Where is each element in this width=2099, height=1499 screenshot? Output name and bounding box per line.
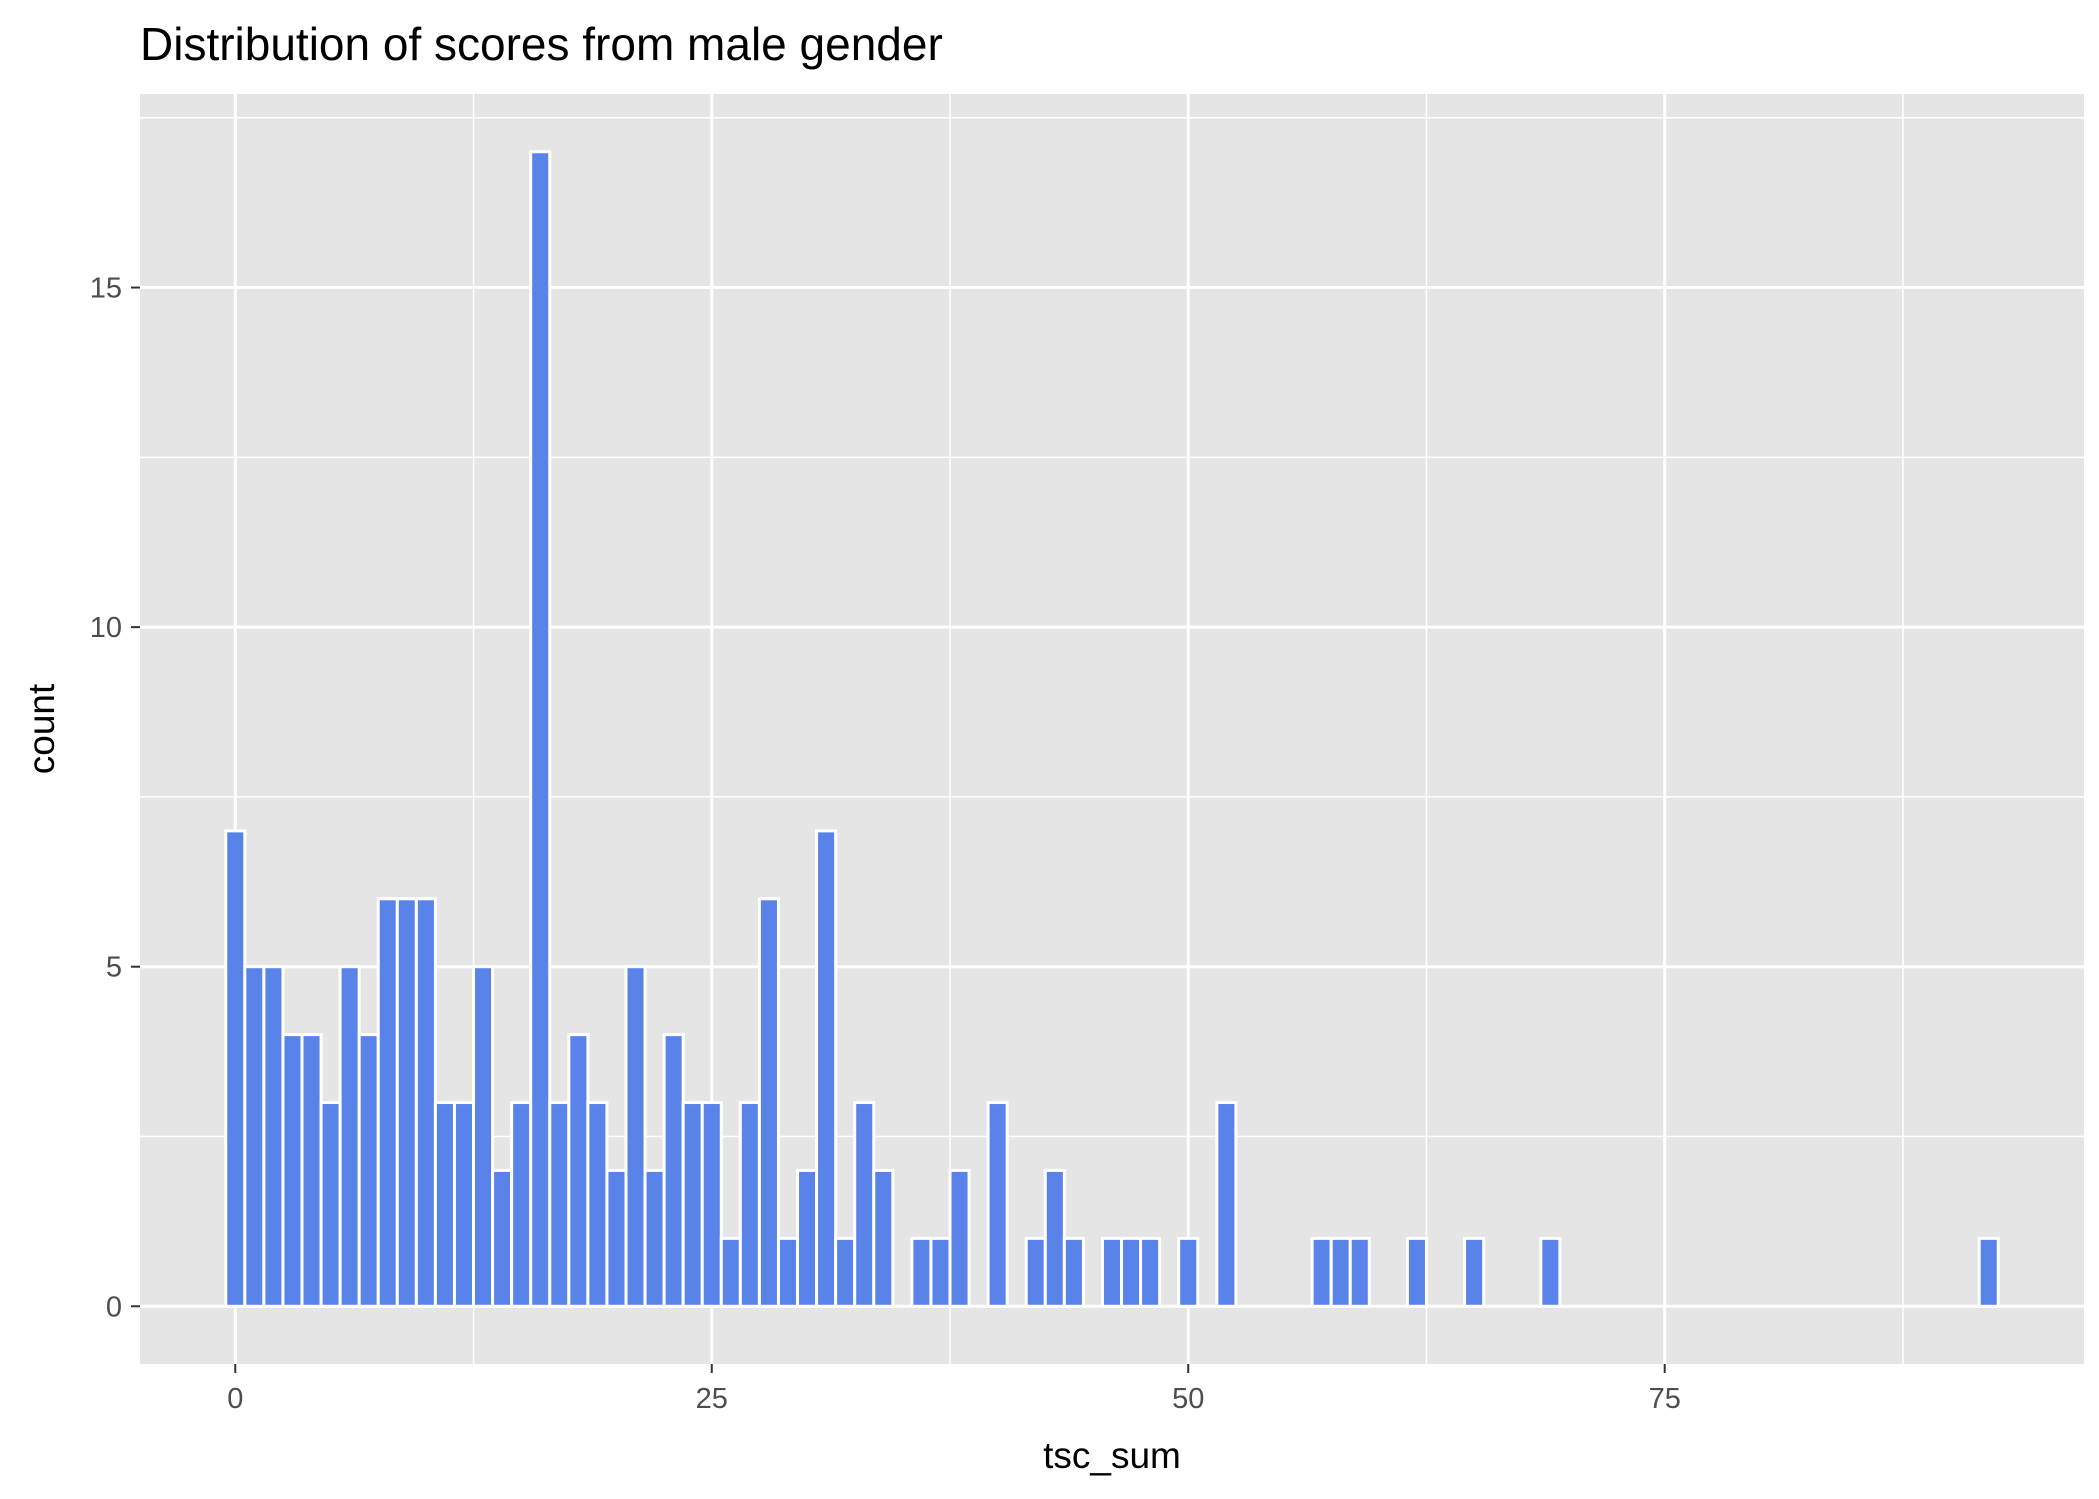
histogram-bar xyxy=(1215,1101,1238,1308)
histogram-bar xyxy=(986,1101,1009,1308)
histogram-bar xyxy=(1177,1236,1200,1308)
histogram-bar xyxy=(338,965,361,1308)
histogram-bar xyxy=(414,897,437,1308)
histogram-bar xyxy=(472,965,495,1308)
histogram-bar xyxy=(1348,1236,1371,1308)
histogram-bar xyxy=(452,1101,476,1308)
histogram-bar xyxy=(643,1168,666,1308)
histogram-bar xyxy=(834,1236,857,1308)
histogram-bar xyxy=(586,1101,609,1308)
histogram-bar xyxy=(1100,1236,1124,1308)
histogram-bar xyxy=(319,1101,342,1308)
y-tick-label: 5 xyxy=(106,952,122,984)
histogram-bar xyxy=(929,1236,952,1308)
histogram-bar xyxy=(948,1168,971,1308)
histogram-bar xyxy=(624,965,647,1308)
y-tick-label: 10 xyxy=(90,612,122,644)
histogram-bar xyxy=(738,1101,761,1308)
histogram-bar xyxy=(300,1033,323,1308)
histogram-bars xyxy=(224,150,2000,1308)
x-tick-label: 0 xyxy=(227,1383,243,1415)
histogram-bar xyxy=(1139,1236,1162,1308)
histogram-bar xyxy=(681,1101,704,1308)
y-tick-label: 15 xyxy=(90,273,122,305)
histogram-bar xyxy=(1024,1236,1047,1308)
histogram-bar xyxy=(281,1033,304,1308)
chart-title: Distribution of scores from male gender xyxy=(140,18,943,70)
histogram-bar xyxy=(910,1236,933,1308)
histogram-bar xyxy=(815,829,838,1308)
histogram-bar xyxy=(796,1168,819,1308)
histogram-bar xyxy=(1539,1236,1562,1308)
histogram-bar xyxy=(1405,1236,1428,1308)
histogram-bar xyxy=(662,1033,685,1308)
histogram-bar xyxy=(853,1101,876,1308)
histogram-bar xyxy=(1977,1236,2000,1308)
histogram-bar xyxy=(567,1033,590,1308)
histogram-bar xyxy=(700,1101,723,1308)
x-axis-label: tsc_sum xyxy=(1043,1435,1181,1476)
histogram-bar xyxy=(1062,1236,1085,1308)
histogram-bar xyxy=(262,965,285,1308)
histogram-bar xyxy=(1329,1236,1352,1308)
histogram-bar xyxy=(376,897,399,1308)
x-tick-label: 75 xyxy=(1649,1383,1681,1415)
histogram-bar xyxy=(510,1101,533,1308)
histogram-bar xyxy=(1120,1236,1143,1308)
histogram-bar xyxy=(548,1101,571,1308)
histogram-bar xyxy=(357,1033,380,1308)
histogram-bar xyxy=(719,1236,742,1308)
histogram-bar xyxy=(757,897,780,1308)
histogram-bar xyxy=(243,965,266,1308)
histogram-bar xyxy=(1043,1168,1066,1308)
x-tick-label: 25 xyxy=(696,1383,728,1415)
histogram-bar xyxy=(433,1101,456,1308)
histogram-bar xyxy=(776,1236,800,1308)
histogram-bar xyxy=(529,150,552,1308)
x-tick-label: 50 xyxy=(1172,1383,1204,1415)
x-axis-ticks: 0 25 50 75 xyxy=(227,1364,1681,1415)
histogram-bar xyxy=(491,1168,514,1308)
histogram-bar xyxy=(1310,1236,1333,1308)
histogram-bar xyxy=(605,1168,628,1308)
histogram-bar xyxy=(395,897,418,1308)
histogram-bar xyxy=(1463,1236,1486,1308)
histogram-bar xyxy=(224,829,247,1308)
y-tick-label: 0 xyxy=(106,1291,122,1323)
y-axis-label: count xyxy=(21,683,62,774)
histogram-bar xyxy=(872,1168,895,1308)
y-axis-ticks: 0 5 10 15 xyxy=(90,273,140,1323)
